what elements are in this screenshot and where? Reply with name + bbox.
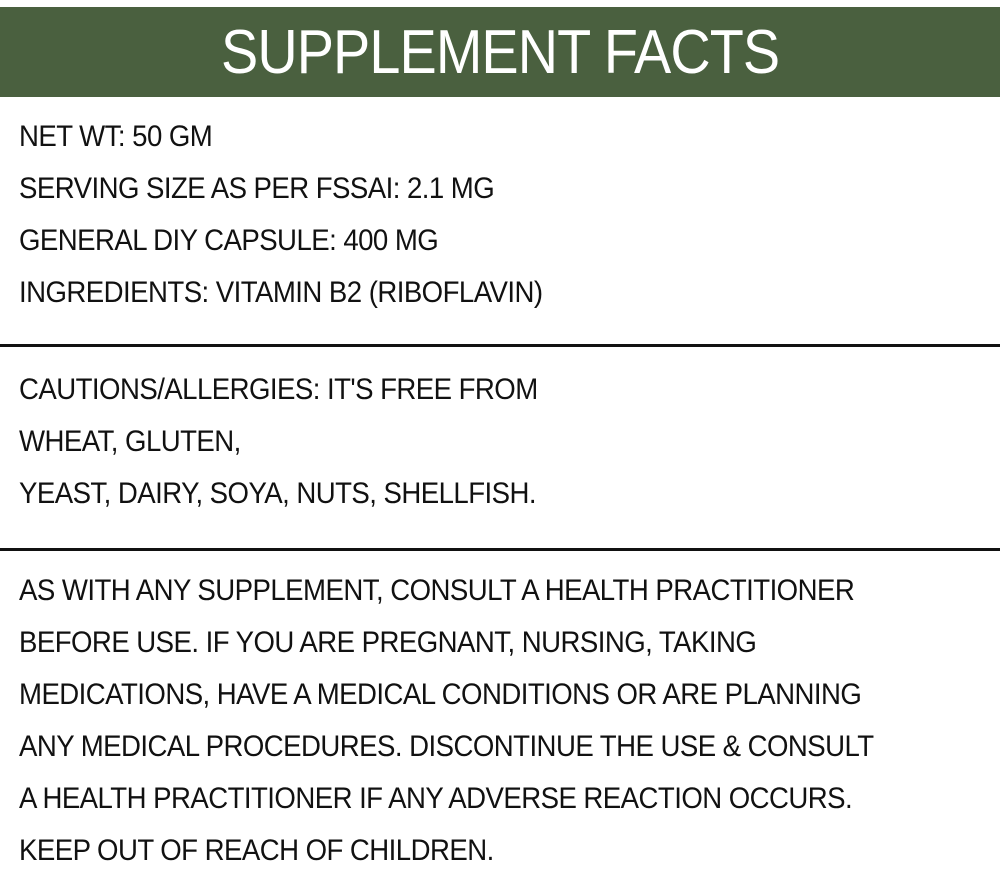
product-info-section: NET WT: 50 GM SERVING SIZE AS PER FSSAI:… [19,111,1000,319]
warning-line: AS WITH ANY SUPPLEMENT, CONSULT A HEALTH… [19,574,855,607]
cautions-line: YEAST, DAIRY, SOYA, NUTS, SHELLFISH. [19,477,537,510]
capsule-size: GENERAL DIY CAPSULE: 400 MG [19,224,439,257]
divider [0,548,1000,551]
net-weight: NET WT: 50 GM [19,120,213,153]
warning-section: AS WITH ANY SUPPLEMENT, CONSULT A HEALTH… [19,565,1000,877]
cautions-line: CAUTIONS/ALLERGIES: IT'S FREE FROM [19,373,538,406]
divider [0,344,1000,347]
warning-line: KEEP OUT OF REACH OF CHILDREN. [19,834,494,867]
warning-line: MEDICATIONS, HAVE A MEDICAL CONDITIONS O… [19,678,862,711]
warning-line: BEFORE USE. IF YOU ARE PREGNANT, NURSING… [19,626,757,659]
ingredients: INGREDIENTS: VITAMIN B2 (RIBOFLAVIN) [19,276,543,309]
title-banner: SUPPLEMENT FACTS [0,7,1000,97]
cautions-section: CAUTIONS/ALLERGIES: IT'S FREE FROM WHEAT… [19,364,1000,520]
warning-line: A HEALTH PRACTITIONER IF ANY ADVERSE REA… [19,782,853,815]
page-title: SUPPLEMENT FACTS [220,17,780,87]
cautions-line: WHEAT, GLUTEN, [19,425,241,458]
serving-size: SERVING SIZE AS PER FSSAI: 2.1 MG [19,172,495,205]
warning-line: ANY MEDICAL PROCEDURES. DISCONTINUE THE … [19,730,874,763]
